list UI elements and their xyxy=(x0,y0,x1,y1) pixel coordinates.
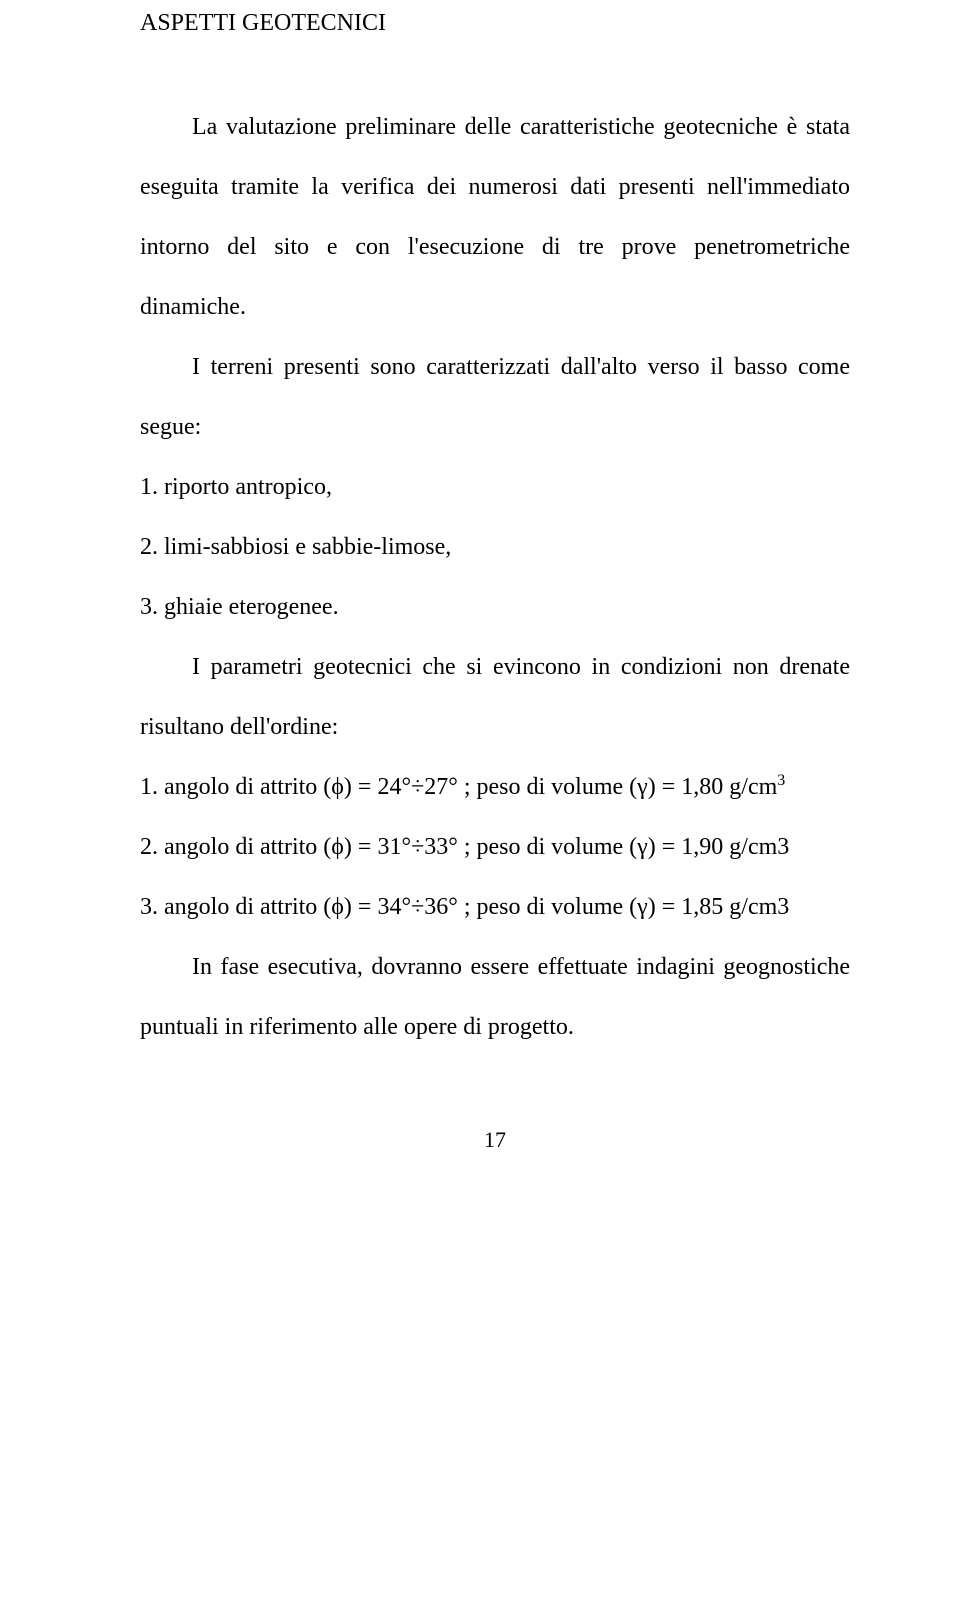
page-number: 17 xyxy=(140,1127,850,1153)
paragraph-conclusion: In fase esecutiva, dovranno essere effet… xyxy=(140,937,850,1057)
params-list: angolo di attrito (ϕ) = 24°÷27° ; peso d… xyxy=(140,757,850,937)
phi-value: 24°÷27° xyxy=(377,774,457,800)
list-item: angolo di attrito (ϕ) = 24°÷27° ; peso d… xyxy=(140,757,850,817)
list-item: limi-sabbiosi e sabbie-limose, xyxy=(140,517,850,577)
unit-text: g/cm xyxy=(723,774,777,800)
param-text: angolo di attrito (ϕ) = xyxy=(164,774,377,800)
soil-list: riporto antropico, limi-sabbiosi e sabbi… xyxy=(140,457,850,637)
superscript: 3 xyxy=(777,772,785,789)
list-item: angolo di attrito (ϕ) = 34°÷36° ; peso d… xyxy=(140,877,850,937)
unit-text: g/cm3 xyxy=(723,834,789,860)
gamma-value: 1,90 xyxy=(681,834,723,860)
gamma-value: 1,85 xyxy=(681,894,723,920)
phi-value: 34°÷36° xyxy=(377,894,457,920)
param-text: angolo di attrito (ϕ) = xyxy=(164,894,377,920)
paragraph-params-intro: I parametri geotecnici che si evincono i… xyxy=(140,637,850,757)
unit-text: g/cm3 xyxy=(723,894,789,920)
section-title: ASPETTI GEOTECNICI xyxy=(140,10,850,37)
phi-value: 31°÷33° xyxy=(377,834,457,860)
param-text: ; peso di volume (γ) = xyxy=(458,834,681,860)
list-item: riporto antropico, xyxy=(140,457,850,517)
document-page: ASPETTI GEOTECNICI La valutazione prelim… xyxy=(0,0,960,1203)
paragraph-soil-intro: I terreni presenti sono caratterizzati d… xyxy=(140,337,850,457)
param-text: ; peso di volume (γ) = xyxy=(458,894,681,920)
list-item: angolo di attrito (ϕ) = 31°÷33° ; peso d… xyxy=(140,817,850,877)
param-text: ; peso di volume (γ) = xyxy=(458,774,681,800)
param-text: angolo di attrito (ϕ) = xyxy=(164,834,377,860)
paragraph-intro: La valutazione preliminare delle caratte… xyxy=(140,97,850,337)
list-item: ghiaie eterogenee. xyxy=(140,577,850,637)
gamma-value: 1,80 xyxy=(681,774,723,800)
